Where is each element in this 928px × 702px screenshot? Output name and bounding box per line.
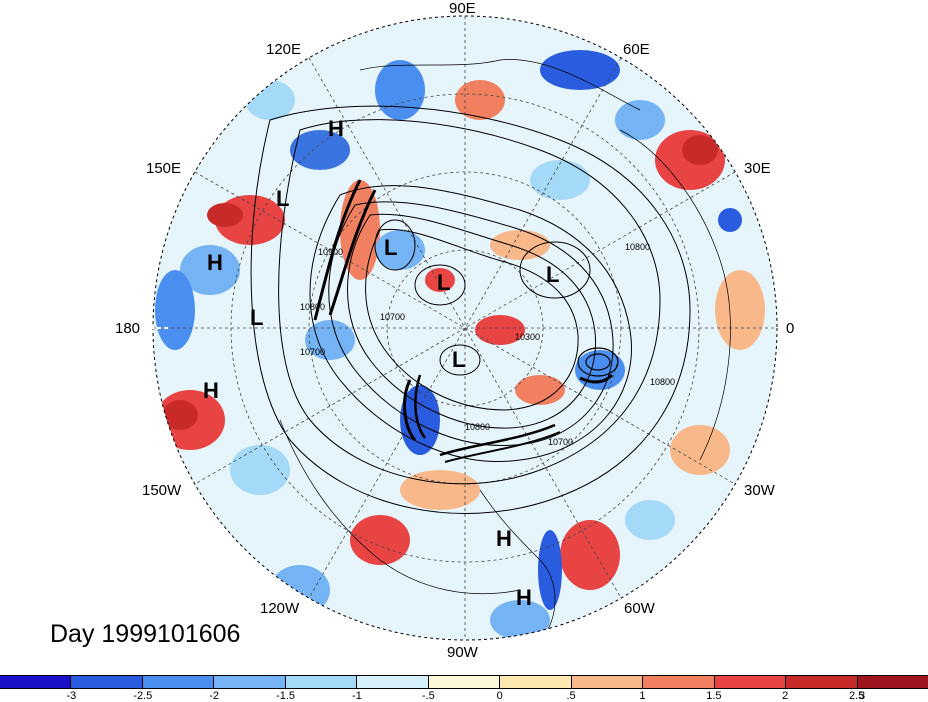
lon-label-30w: 30W [744,482,775,499]
lon-label-60e: 60E [623,41,650,58]
high-center-central-pacific: H [203,378,219,403]
colorbar-tick-label: -1 [352,690,362,702]
colorbar-tick-label: -3 [66,690,77,702]
colorbar-swatch [428,676,501,688]
colorbar-tick-label: -2.5 [133,690,153,702]
contour-label: 10900 [318,247,343,257]
pressure-centers: H L H L H L L L L H H [203,116,559,610]
colorbar-swatch [571,676,644,688]
colorbar-tick-label: 2 [782,690,789,702]
high-center-west-pacific: H [207,250,223,275]
polar-map: 10800 10800 10300 10700 10800 10700 1080… [152,15,778,641]
colorbar [0,675,928,689]
contour-label: 10700 [548,437,573,447]
low-center-siberia: L [384,235,397,260]
high-center-south-america: H [516,585,532,610]
colorbar-swatch [357,676,429,688]
lon-label-150w: 150W [142,482,182,499]
colorbar-swatch [643,676,715,688]
colorbar-tick-label: -.5 [421,690,435,702]
lon-label-180: 180 [115,320,141,337]
colorbar-tick-label: -1.5 [276,690,296,702]
colorbar-tick-label: 3 [858,690,866,702]
lon-label-120w: 120W [260,600,300,617]
low-center-canada: L [452,347,465,372]
high-center-caribbean: H [496,526,512,551]
contour-label: 10300 [515,332,540,342]
contour-label: 10800 [650,377,675,387]
colorbar-swatch [500,676,572,688]
day-label: Day 1999101606 [50,620,241,648]
low-center-east-siberia: L [276,186,289,211]
anomaly-field: 10800 10800 10300 10700 10800 10700 1080… [153,16,777,640]
contour-label: 10800 [300,302,325,312]
colorbar-swatch [714,676,787,688]
colorbar-tick-label: .5 [566,690,576,702]
low-center-arctic: L [437,270,450,295]
lon-label-90e: 90E [449,0,476,17]
colorbar-swatch [0,676,72,688]
contour-label: 10800 [625,242,650,252]
colorbar-tick-label: -2 [209,690,220,702]
colorbar-swatch [857,676,928,688]
contour-label: 10700 [380,312,405,322]
colorbar-swatch [71,676,143,688]
colorbar-swatch [142,676,215,688]
colorbar-tick-label: 1 [639,690,646,702]
low-center-north-pacific: L [250,305,263,330]
colorbar-tick-label: 1.5 [706,690,722,702]
contour-label: 10800 [465,422,490,432]
colorbar-swatch [285,676,358,688]
colorbar-swatch [214,676,286,688]
high-center-east-asia: H [328,116,344,141]
lon-label-150e: 150E [146,160,182,177]
lon-label-90w: 90W [447,644,478,661]
contour-label: 10700 [300,347,325,357]
lon-label-30e: 30E [744,160,771,177]
colorbar-tick-label: 2.5 [848,690,865,702]
contour-labels: 10800 10800 10300 10700 10800 10700 1080… [300,242,675,447]
lon-label-120e: 120E [266,41,302,58]
lon-label-60w: 60W [624,600,655,617]
low-center-scandinavia: L [546,262,559,287]
colorbar-swatch [786,676,858,688]
lon-label-0: 0 [786,320,795,337]
colorbar-tick-label: 0 [496,690,503,702]
